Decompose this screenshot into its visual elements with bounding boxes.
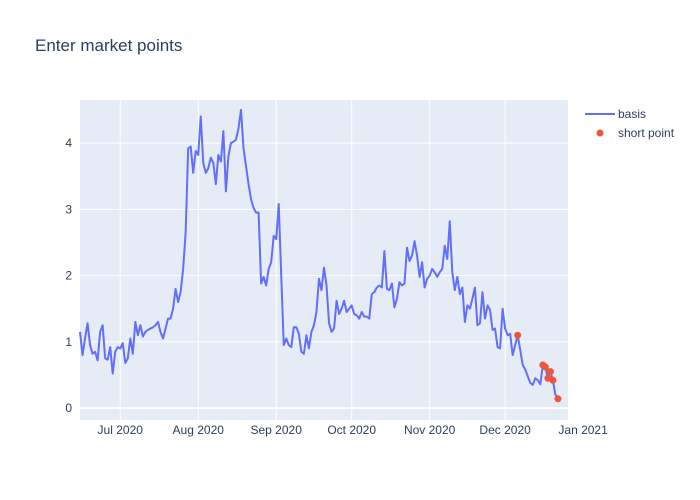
legend: basis short point	[585, 107, 675, 140]
grid-layer	[80, 100, 568, 420]
chart-title: Enter market points	[35, 36, 182, 55]
y-tick-label: 3	[65, 202, 72, 216]
x-tick-label: Oct 2020	[327, 423, 376, 437]
x-tick-label: Jan 2021	[558, 423, 608, 437]
series-layer	[79, 108, 562, 403]
x-tick-label: Nov 2020	[404, 423, 456, 437]
short-point-marker	[541, 363, 549, 371]
tick-layer: 0 1 2 3 4 Jul 2020 Aug 2020 Sep 2020 Oct 2020 Nov…	[65, 136, 608, 437]
y-tick-label: 1	[65, 335, 72, 349]
plot-background	[80, 100, 568, 420]
y-tick-label: 4	[65, 136, 72, 150]
legend-short-point-swatch	[596, 129, 604, 137]
basis-line	[79, 108, 561, 401]
short-point-marker	[549, 376, 557, 384]
y-tick-label: 0	[65, 401, 72, 415]
x-tick-label: Sep 2020	[251, 423, 303, 437]
x-tick-label: Aug 2020	[173, 423, 225, 437]
legend-short-point-label: short point	[618, 126, 675, 140]
short-point-marker	[514, 331, 522, 339]
short-point-marker	[554, 395, 562, 403]
short-point-marker	[546, 368, 554, 376]
y-tick-label: 2	[65, 269, 72, 283]
x-tick-label: Jul 2020	[98, 423, 144, 437]
legend-basis-label: basis	[618, 107, 646, 121]
x-tick-label: Dec 2020	[479, 423, 531, 437]
